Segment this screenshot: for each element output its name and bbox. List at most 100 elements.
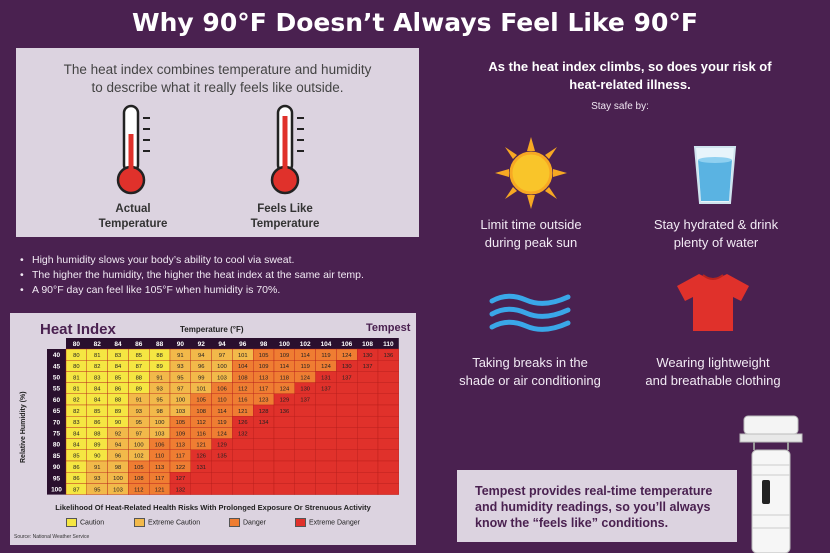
legend-extreme-danger: Extreme Danger — [295, 518, 360, 527]
heat-index-cell — [294, 483, 316, 495]
heat-index-value: 89 — [156, 364, 162, 370]
heat-index-value: 116 — [238, 398, 247, 404]
temperature-tick-label: 92 — [198, 341, 206, 348]
risk-headline-line-1: As the heat index climbs, so does your r… — [488, 59, 772, 74]
heat-index-value: 100 — [134, 443, 144, 449]
heat-index-value: 121 — [238, 409, 248, 415]
heat-index-value: 95 — [156, 398, 162, 404]
legend-label: Extreme Danger — [309, 519, 360, 527]
heat-index-cell — [377, 471, 399, 484]
heat-index-cell — [336, 382, 358, 394]
heat-index-cell — [232, 438, 254, 450]
legend-label: Caution — [80, 519, 105, 527]
humidity-tick-label: 50 — [53, 375, 61, 382]
humidity-tick-label: 60 — [53, 397, 61, 404]
heat-index-value: 86 — [115, 387, 121, 393]
bullet-item: High humidity slows your body’s ability … — [18, 253, 364, 268]
heat-index-title: Heat Index — [40, 321, 116, 338]
heat-index-value: 108 — [134, 476, 144, 482]
heat-index-value: 97 — [136, 431, 142, 437]
legend-extreme-caution: Extreme Caution — [134, 518, 200, 527]
intro-line-1: The heat index combines temperature and … — [63, 62, 372, 77]
heat-index-value: 108 — [238, 375, 248, 381]
heat-index-value: 119 — [321, 353, 330, 359]
heat-index-cell — [377, 427, 399, 439]
humidity-tick-label: 45 — [53, 363, 61, 370]
heat-index-cell — [357, 404, 379, 417]
heat-index-value: 113 — [259, 375, 268, 381]
heat-index-cell — [273, 415, 295, 428]
heat-index-value: 82 — [94, 364, 100, 370]
heat-index-value: 100 — [155, 420, 165, 426]
temperature-header-bar — [66, 338, 399, 349]
heat-index-value: 114 — [301, 353, 311, 359]
heat-index-value: 84 — [94, 398, 101, 404]
temperature-tick-label: 102 — [300, 341, 311, 348]
heat-index-value: 103 — [113, 487, 123, 493]
heat-index-value: 94 — [198, 353, 205, 359]
heat-index-value: 114 — [217, 409, 227, 415]
heat-index-value: 119 — [217, 420, 226, 426]
humidity-header-bar — [47, 349, 66, 495]
humidity-tick-label: 75 — [53, 431, 61, 438]
heat-index-value: 87 — [73, 487, 79, 493]
heat-index-value: 86 — [73, 476, 79, 482]
heat-index-value: 126 — [238, 420, 248, 426]
stay-safe-label: Stay safe by: — [591, 101, 649, 112]
heat-index-value: 117 — [155, 476, 164, 482]
temperature-axis-label: Temperature (°F) — [180, 325, 244, 334]
humidity-tick-label: 40 — [53, 352, 61, 359]
heat-index-cell — [315, 483, 337, 495]
tip-hydrate: Stay hydrated & drink plenty of water — [616, 216, 816, 252]
heat-index-value: 98 — [115, 465, 121, 471]
heat-index-value: 85 — [115, 375, 121, 381]
heat-index-value: 83 — [94, 375, 100, 381]
heat-index-cell — [252, 483, 275, 495]
heat-index-value: 93 — [94, 476, 100, 482]
heat-index-cell — [357, 382, 379, 394]
heat-index-cell — [273, 427, 295, 439]
page-title: Why 90°F Doesn’t Always Feel Like 90°F — [132, 8, 698, 37]
heat-index-cell — [190, 471, 212, 484]
heat-index-cell — [377, 393, 399, 406]
water-glass-icon — [693, 146, 737, 204]
sun-icon — [495, 137, 567, 209]
heat-index-cell — [252, 471, 275, 484]
temperature-tick-label: 82 — [94, 341, 102, 348]
heat-index-value: 100 — [176, 398, 186, 404]
feels-like-temperature-label: Feels Like Temperature — [225, 202, 345, 232]
heat-index-value: 134 — [259, 420, 269, 426]
temperature-tick-label: 94 — [218, 341, 226, 348]
heat-index-value: 106 — [217, 387, 227, 393]
feels-label-line-2: Temperature — [250, 218, 320, 230]
heat-index-value: 137 — [321, 387, 331, 393]
tip-line-2: during peak sun — [484, 235, 578, 250]
heat-index-value: 105 — [259, 353, 269, 359]
heat-index-value: 81 — [73, 375, 79, 381]
heat-index-value: 105 — [134, 465, 144, 471]
humidity-tick-label: 85 — [53, 453, 61, 460]
tip-breaks: Taking breaks in the shade or air condit… — [430, 354, 630, 390]
heat-index-value: 112 — [197, 420, 206, 426]
heat-index-value: 95 — [136, 420, 142, 426]
heat-index-value: 129 — [217, 443, 227, 449]
heat-index-cell — [273, 449, 295, 462]
tip-line-1: Limit time outside — [480, 217, 582, 232]
heat-index-value: 135 — [217, 454, 227, 460]
heat-index-cell — [252, 427, 275, 439]
heat-index-value: 102 — [134, 454, 144, 460]
temperature-tick-label: 108 — [362, 341, 373, 348]
heat-index-cell — [336, 415, 358, 428]
heat-index-value: 103 — [217, 375, 227, 381]
tip-line-2: plenty of water — [673, 235, 759, 250]
heat-index-value: 132 — [176, 487, 186, 493]
heat-index-value: 84 — [94, 387, 101, 393]
heat-index-cell — [377, 404, 399, 417]
actual-label-line-2: Temperature — [98, 218, 168, 230]
heat-index-cell — [377, 415, 399, 428]
heat-index-value: 90 — [94, 454, 100, 460]
heat-index-value: 95 — [94, 487, 100, 493]
heat-index-value: 88 — [156, 353, 162, 359]
heat-index-value: 104 — [238, 364, 248, 370]
heat-index-value: 81 — [73, 387, 79, 393]
